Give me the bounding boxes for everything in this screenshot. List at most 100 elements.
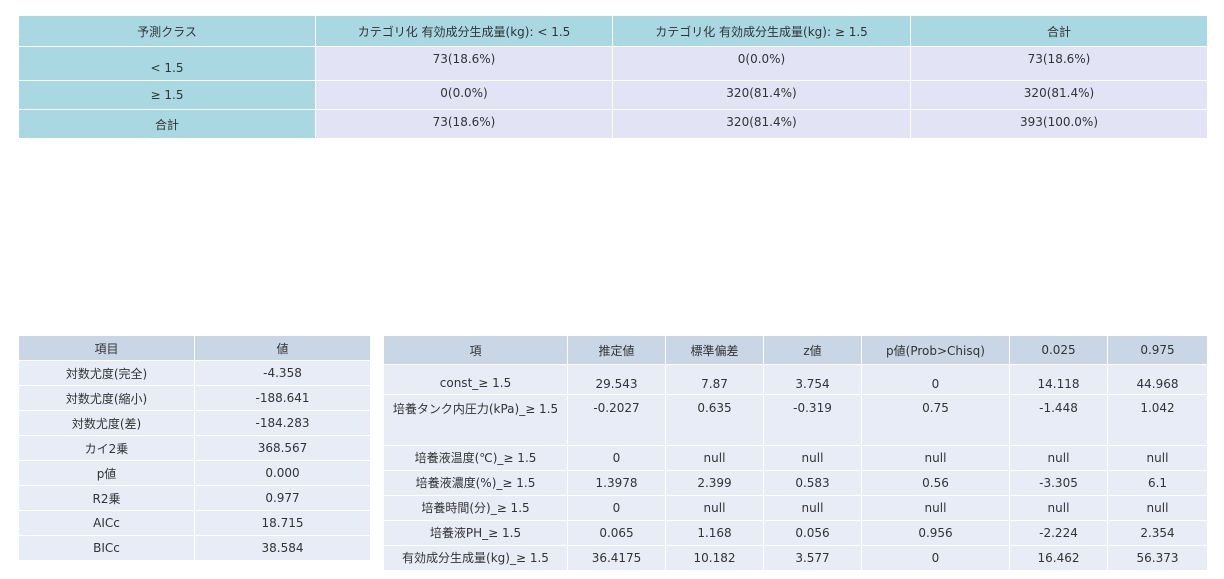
table-cell: 0(0.0%): [315, 80, 613, 110]
table-cell: 2.399: [665, 470, 764, 496]
table-cell: 3.754: [763, 364, 862, 395]
table-cell: null: [763, 495, 862, 521]
column-header: 0.025: [1009, 335, 1108, 365]
table-cell: 0: [567, 445, 666, 471]
table-cell: -0.319: [763, 394, 862, 446]
table-row: p値 0.000: [18, 460, 371, 486]
column-header: カテゴリ化 有効成分生成量(kg): < 1.5: [315, 15, 613, 47]
table-row: R2乗 0.977: [18, 485, 371, 511]
table-cell: BICc: [18, 535, 195, 561]
table-cell: null: [1009, 445, 1108, 471]
confusion-table: 予測クラス カテゴリ化 有効成分生成量(kg): < 1.5 カテゴリ化 有効成…: [18, 15, 1208, 139]
column-header: 値: [194, 335, 371, 361]
table-cell: null: [665, 495, 764, 521]
table-row: BICc 38.584: [18, 535, 371, 561]
table-cell: 0.56: [861, 470, 1010, 496]
table-cell: null: [1107, 495, 1208, 521]
column-header: p値(Prob>Chisq): [861, 335, 1010, 365]
table-cell: 0.977: [194, 485, 371, 511]
table-cell: カイ2乗: [18, 435, 195, 461]
table-cell: -1.448: [1009, 394, 1108, 446]
table-cell: 対数尤度(完全): [18, 360, 195, 386]
table-cell: 培養液温度(℃)_≥ 1.5: [383, 445, 568, 471]
table-row: 培養液PH_≥ 1.5 0.065 1.168 0.056 0.956 -2.2…: [383, 520, 1208, 546]
table-row: 培養タンク内圧力(kPa)_≥ 1.5 -0.2027 0.635 -0.319…: [383, 394, 1208, 446]
table-cell: p値: [18, 460, 195, 486]
table-cell: 0.065: [567, 520, 666, 546]
table-cell: 16.462: [1009, 545, 1108, 571]
table-cell: 14.118: [1009, 364, 1108, 395]
column-header: 予測クラス: [18, 15, 316, 47]
table-row: カイ2乗 368.567: [18, 435, 371, 461]
table-header-row: 項目 値: [18, 335, 371, 361]
coefficients-table: 項 推定値 標準偏差 z値 p値(Prob>Chisq) 0.025 0.975…: [383, 335, 1208, 571]
row-header: 合計: [18, 109, 316, 139]
table-cell: -188.641: [194, 385, 371, 411]
table-cell: null: [1107, 445, 1208, 471]
table-cell: 56.373: [1107, 545, 1208, 571]
table-cell: 1.3978: [567, 470, 666, 496]
table-cell: const_≥ 1.5: [383, 364, 568, 395]
table-cell: 73(18.6%): [910, 46, 1208, 81]
table-cell: 対数尤度(差): [18, 410, 195, 436]
table-row: 培養液濃度(%)_≥ 1.5 1.3978 2.399 0.583 0.56 -…: [383, 470, 1208, 496]
table-row: 培養時間(分)_≥ 1.5 0 null null null null null: [383, 495, 1208, 521]
table-cell: null: [665, 445, 764, 471]
table-cell: 0.635: [665, 394, 764, 446]
table-cell: 7.87: [665, 364, 764, 395]
table-row: const_≥ 1.5 29.543 7.87 3.754 0 14.118 4…: [383, 364, 1208, 395]
table-cell: 0.000: [194, 460, 371, 486]
table-header-row: 予測クラス カテゴリ化 有効成分生成量(kg): < 1.5 カテゴリ化 有効成…: [18, 15, 1208, 47]
table-row: AICc 18.715: [18, 510, 371, 536]
table-row: 培養液温度(℃)_≥ 1.5 0 null null null null nul…: [383, 445, 1208, 471]
column-header: 標準偏差: [665, 335, 764, 365]
table-cell: null: [861, 495, 1010, 521]
table-cell: 320(81.4%): [612, 80, 911, 110]
table-cell: 0.583: [763, 470, 862, 496]
table-row: 対数尤度(差) -184.283: [18, 410, 371, 436]
table-row: 対数尤度(完全) -4.358: [18, 360, 371, 386]
table-cell: 培養タンク内圧力(kPa)_≥ 1.5: [383, 394, 568, 446]
table-cell: 有効成分生成量(kg)_≥ 1.5: [383, 545, 568, 571]
table-cell: 393(100.0%): [910, 109, 1208, 139]
table-row: ≥ 1.5 0(0.0%) 320(81.4%) 320(81.4%): [18, 80, 1208, 110]
table-cell: 1.168: [665, 520, 764, 546]
column-header: 0.975: [1107, 335, 1208, 365]
table-cell: 38.584: [194, 535, 371, 561]
table-cell: 0(0.0%): [612, 46, 911, 81]
table-cell: 368.567: [194, 435, 371, 461]
table-row: 対数尤度(縮小) -188.641: [18, 385, 371, 411]
table-cell: 0.956: [861, 520, 1010, 546]
table-cell: 3.577: [763, 545, 862, 571]
column-header: 項: [383, 335, 568, 365]
table-header-row: 項 推定値 標準偏差 z値 p値(Prob>Chisq) 0.025 0.975: [383, 335, 1208, 365]
table-cell: 対数尤度(縮小): [18, 385, 195, 411]
table-cell: 培養時間(分)_≥ 1.5: [383, 495, 568, 521]
table-cell: -3.305: [1009, 470, 1108, 496]
column-header: カテゴリ化 有効成分生成量(kg): ≥ 1.5: [612, 15, 911, 47]
table-cell: null: [861, 445, 1010, 471]
table-cell: 0: [861, 364, 1010, 395]
table-cell: 2.354: [1107, 520, 1208, 546]
table-cell: -2.224: [1009, 520, 1108, 546]
table-cell: -184.283: [194, 410, 371, 436]
table-row: 合計 73(18.6%) 320(81.4%) 393(100.0%): [18, 109, 1208, 139]
table-cell: -4.358: [194, 360, 371, 386]
table-cell: 0.75: [861, 394, 1010, 446]
table-cell: 44.968: [1107, 364, 1208, 395]
table-cell: 73(18.6%): [315, 109, 613, 139]
table-cell: 320(81.4%): [910, 80, 1208, 110]
table-row: 有効成分生成量(kg)_≥ 1.5 36.4175 10.182 3.577 0…: [383, 545, 1208, 571]
column-header: 項目: [18, 335, 195, 361]
column-header: 合計: [910, 15, 1208, 47]
table-cell: 培養液PH_≥ 1.5: [383, 520, 568, 546]
table-cell: -0.2027: [567, 394, 666, 446]
table-cell: 0: [861, 545, 1010, 571]
table-cell: 6.1: [1107, 470, 1208, 496]
table-cell: AICc: [18, 510, 195, 536]
fit-statistics-table: 項目 値 対数尤度(完全) -4.358 対数尤度(縮小) -188.641 対…: [18, 335, 371, 561]
column-header: 推定値: [567, 335, 666, 365]
table-cell: 0.056: [763, 520, 862, 546]
table-cell: 10.182: [665, 545, 764, 571]
table-cell: 0: [567, 495, 666, 521]
